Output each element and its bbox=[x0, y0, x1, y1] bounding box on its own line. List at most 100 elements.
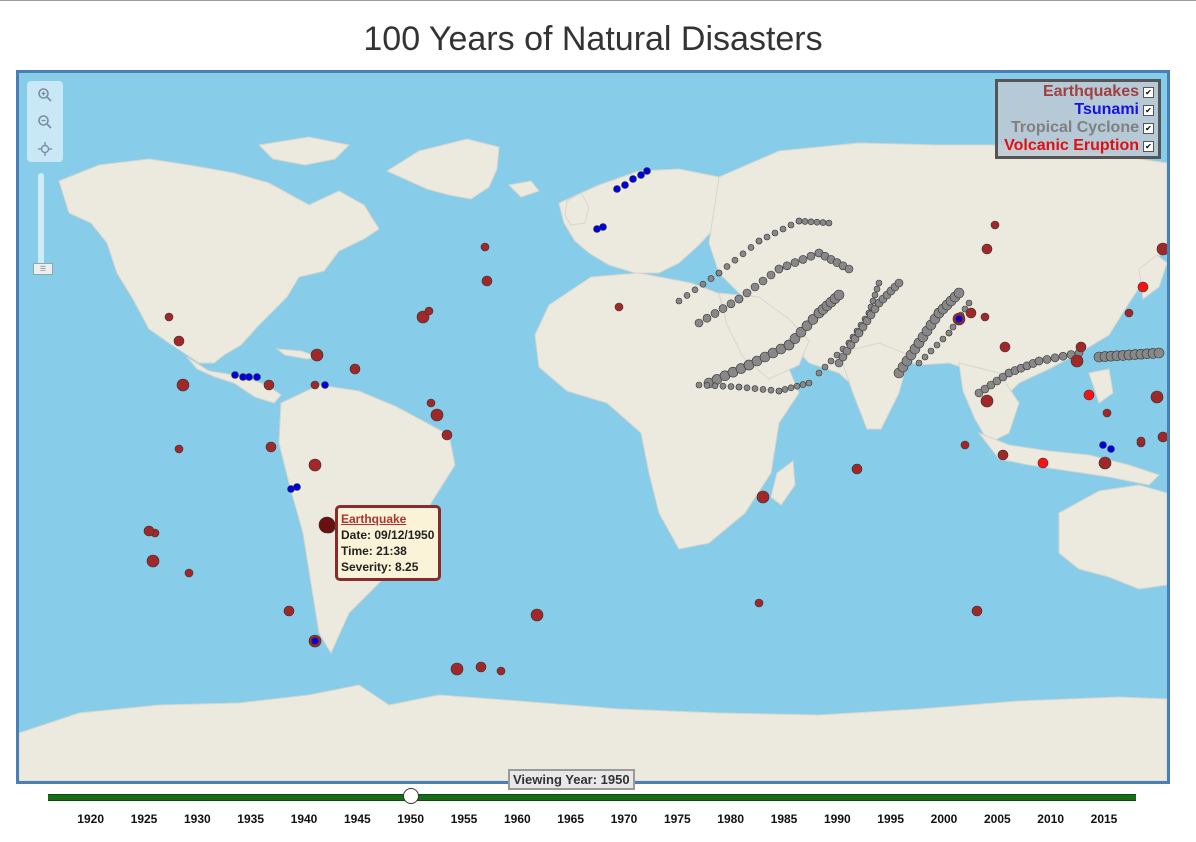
cyclone-marker[interactable] bbox=[813, 218, 821, 226]
cyclone-marker[interactable] bbox=[759, 386, 767, 393]
cyclone-marker[interactable] bbox=[683, 292, 691, 299]
cyclone-marker[interactable] bbox=[675, 297, 683, 305]
earthquake-marker[interactable] bbox=[310, 348, 324, 362]
cyclone-marker[interactable] bbox=[933, 341, 941, 349]
cyclone-marker[interactable] bbox=[939, 335, 947, 343]
earthquake-marker[interactable] bbox=[475, 661, 487, 673]
tsunami-marker[interactable] bbox=[321, 381, 329, 389]
tooltip-title-link[interactable]: Earthquake bbox=[341, 512, 407, 526]
cyclone-marker[interactable] bbox=[774, 264, 784, 274]
cyclone-marker[interactable] bbox=[1058, 351, 1068, 361]
zoom-slider-handle[interactable]: ☰ bbox=[33, 263, 53, 275]
zoom-in-button[interactable] bbox=[27, 81, 63, 108]
cyclone-marker[interactable] bbox=[806, 251, 816, 261]
cyclone-marker[interactable] bbox=[998, 372, 1008, 382]
tsunami-marker[interactable] bbox=[599, 223, 607, 231]
cyclone-marker[interactable] bbox=[945, 329, 953, 337]
earthquake-marker[interactable] bbox=[1157, 431, 1167, 443]
cyclone-marker[interactable] bbox=[782, 261, 792, 271]
cyclone-marker[interactable] bbox=[1042, 355, 1052, 364]
earthquake-marker[interactable] bbox=[450, 662, 464, 676]
tsunami-marker[interactable] bbox=[245, 373, 253, 381]
tsunami-marker[interactable] bbox=[287, 485, 295, 493]
cyclone-marker[interactable] bbox=[766, 270, 776, 280]
legend-item-earthquakes[interactable]: Earthquakes ✔ bbox=[1004, 83, 1154, 101]
earthquake-marker[interactable] bbox=[496, 666, 506, 676]
cyclone-marker[interactable] bbox=[707, 275, 715, 282]
cyclone-marker[interactable] bbox=[838, 352, 848, 362]
earthquake-marker[interactable] bbox=[263, 379, 275, 391]
cyclone-marker[interactable] bbox=[735, 383, 743, 391]
cyclone-marker[interactable] bbox=[751, 385, 759, 392]
cyclone-marker[interactable] bbox=[842, 346, 852, 356]
cyclone-marker[interactable] bbox=[819, 219, 827, 226]
cyclone-marker[interactable] bbox=[694, 318, 704, 328]
earthquake-marker[interactable] bbox=[430, 408, 444, 422]
cyclone-marker[interactable] bbox=[825, 219, 833, 227]
earthquake-marker[interactable] bbox=[754, 598, 764, 608]
tsunami-marker[interactable] bbox=[621, 181, 629, 189]
tsunami-marker[interactable] bbox=[1107, 445, 1115, 453]
cyclone-marker[interactable] bbox=[870, 304, 880, 314]
cyclone-marker[interactable] bbox=[833, 289, 845, 301]
earthquake-marker[interactable] bbox=[173, 335, 185, 347]
zoom-slider-track[interactable] bbox=[38, 173, 44, 273]
tsunami-marker[interactable] bbox=[231, 371, 239, 379]
cyclone-marker[interactable] bbox=[862, 316, 872, 326]
earthquake-marker[interactable] bbox=[265, 441, 277, 453]
cyclone-marker[interactable] bbox=[755, 237, 763, 245]
earthquake-marker[interactable] bbox=[1136, 436, 1146, 446]
cyclone-marker[interactable] bbox=[715, 269, 723, 277]
cyclone-marker[interactable] bbox=[771, 229, 779, 237]
earthquake-marker[interactable] bbox=[146, 554, 160, 568]
cyclone-marker[interactable] bbox=[703, 382, 711, 389]
volcano-marker[interactable] bbox=[1037, 457, 1049, 469]
cyclone-marker[interactable] bbox=[980, 384, 990, 394]
cyclone-marker[interactable] bbox=[815, 369, 823, 377]
cyclone-marker[interactable] bbox=[850, 334, 860, 344]
earthquake-marker[interactable] bbox=[965, 307, 977, 319]
tsunami-marker[interactable] bbox=[1099, 441, 1107, 449]
cyclone-marker[interactable] bbox=[742, 288, 752, 298]
timeline-slider-knob[interactable] bbox=[402, 788, 419, 804]
earthquake-marker[interactable] bbox=[1156, 242, 1167, 256]
timeline-slider-track[interactable] bbox=[48, 794, 1136, 801]
cyclone-marker[interactable] bbox=[875, 279, 883, 287]
cyclone-marker[interactable] bbox=[795, 217, 803, 225]
cyclone-marker[interactable] bbox=[894, 278, 904, 288]
earthquake-marker[interactable] bbox=[960, 440, 970, 450]
earthquake-marker[interactable] bbox=[980, 312, 990, 322]
cyclone-marker[interactable] bbox=[799, 381, 807, 388]
cyclone-marker[interactable] bbox=[787, 384, 795, 392]
cyclone-marker[interactable] bbox=[986, 380, 996, 390]
cyclone-marker[interactable] bbox=[866, 310, 876, 320]
cyclone-marker[interactable] bbox=[691, 286, 699, 294]
cyclone-marker[interactable] bbox=[858, 322, 868, 332]
earthquake-marker[interactable] bbox=[851, 463, 863, 475]
earthquake-marker[interactable] bbox=[164, 312, 174, 322]
zoom-out-button[interactable] bbox=[27, 108, 63, 135]
cyclone-marker[interactable] bbox=[1153, 347, 1165, 359]
cyclone-marker[interactable] bbox=[727, 383, 735, 390]
cyclone-marker[interactable] bbox=[821, 363, 829, 371]
cyclone-marker[interactable] bbox=[1034, 356, 1044, 366]
earthquake-marker[interactable] bbox=[1102, 408, 1112, 418]
earthquake-marker[interactable] bbox=[424, 306, 434, 316]
earthquake-marker[interactable] bbox=[997, 449, 1009, 461]
earthquake-marker[interactable] bbox=[441, 429, 453, 441]
cyclone-marker[interactable] bbox=[718, 304, 728, 313]
earthquake-marker[interactable] bbox=[174, 444, 184, 454]
cyclone-marker[interactable] bbox=[781, 386, 789, 393]
cyclone-marker[interactable] bbox=[834, 358, 844, 368]
cyclone-marker[interactable] bbox=[747, 244, 755, 251]
cyclone-marker[interactable] bbox=[723, 263, 731, 270]
earthquake-marker[interactable] bbox=[981, 243, 993, 255]
earthquake-marker[interactable] bbox=[1070, 354, 1084, 368]
earthquake-marker[interactable] bbox=[1150, 390, 1164, 404]
cyclone-marker[interactable] bbox=[953, 287, 965, 299]
earthquake-marker[interactable] bbox=[971, 605, 983, 617]
earthquake-marker[interactable] bbox=[308, 458, 322, 472]
cyclone-marker[interactable] bbox=[775, 387, 783, 395]
cyclone-marker[interactable] bbox=[805, 379, 813, 387]
checkbox-tsunami[interactable]: ✔ bbox=[1143, 104, 1154, 116]
